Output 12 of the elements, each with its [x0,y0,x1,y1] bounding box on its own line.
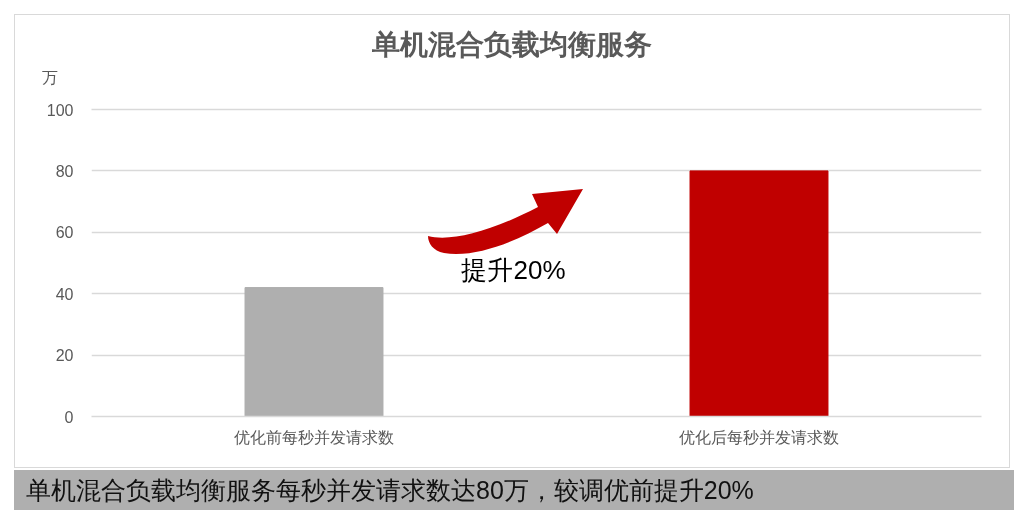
text: 单机混合负载均衡服务每秒并发请求数达80万，较调优前提升20% [26,475,754,506]
x-tick-label: 优化前每秒并发请求数 [234,428,394,446]
y-axis-title: 万 [42,68,58,88]
y-tick-label: 40 [55,285,74,303]
chart-title: 单机混合负载均衡服务 [372,28,652,62]
y-tick-label: 60 [55,224,74,242]
y-tick-label: 20 [55,347,74,365]
x-tick-label: 优化后每秒并发请求数 [679,428,839,446]
y-tick-label: 0 [64,408,74,426]
annotation: 提升20% [461,254,566,285]
y-tick-label: 100 [46,101,74,119]
y-tick-label: 80 [55,162,74,180]
